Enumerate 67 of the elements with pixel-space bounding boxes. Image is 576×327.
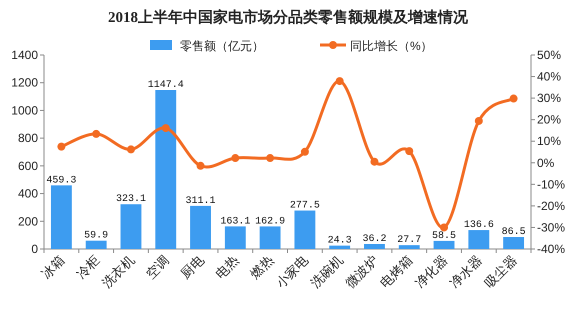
y-tick-label: 1000 <box>11 103 38 118</box>
bar <box>434 240 454 249</box>
point <box>370 158 378 166</box>
data-label: 86.5 <box>502 227 526 238</box>
x-tick-label: 电热 <box>212 252 242 282</box>
data-label: 459.3 <box>46 175 76 186</box>
y2-tick-label: -10% <box>537 177 566 192</box>
legend-label: 同比增长（%） <box>350 39 433 53</box>
point <box>405 147 414 156</box>
bar <box>155 90 176 249</box>
point <box>92 130 100 138</box>
y-tick-label: 600 <box>18 158 38 173</box>
data-label: 311.1 <box>186 196 216 207</box>
point <box>162 124 170 132</box>
point <box>510 94 518 103</box>
data-label: 163.1 <box>220 216 250 228</box>
bar <box>398 245 420 249</box>
y2-tick-label: 10% <box>537 134 562 148</box>
point <box>126 145 135 154</box>
y2-tick-label: 50% <box>537 48 562 62</box>
x-tick-label: 冰箱 <box>38 252 68 282</box>
y-tick-label: 0 <box>31 242 38 256</box>
data-label: 136.6 <box>464 220 494 232</box>
data-label: 1147.4 <box>148 80 184 92</box>
data-label: 36.2 <box>362 234 386 245</box>
bar <box>190 206 211 249</box>
bar <box>468 230 490 249</box>
y-tick-label: 1400 <box>11 48 38 62</box>
bar <box>224 226 246 249</box>
y2-tick-label: 30% <box>537 91 562 106</box>
data-label: 323.1 <box>116 194 146 206</box>
bar <box>50 185 72 249</box>
y2-tick-label: -30% <box>537 220 566 234</box>
y2-tick-label: -40% <box>537 242 566 256</box>
bar <box>86 240 107 249</box>
chart-title: 2018上半年中国家电市场分品类零售额规模及增速情况 <box>108 8 469 26</box>
point <box>474 116 483 125</box>
data-label: 27.7 <box>397 235 422 246</box>
bar <box>503 237 524 249</box>
y-tick-label: 200 <box>18 214 38 228</box>
y2-tick-label: 0% <box>537 156 555 170</box>
bar <box>294 210 316 249</box>
data-label: 59.9 <box>84 230 108 242</box>
y-tick-label: 400 <box>18 186 38 201</box>
y2-tick-label: 20% <box>537 112 562 127</box>
point <box>266 154 274 162</box>
bar <box>120 204 142 249</box>
legend-label: 零售额（亿元） <box>180 39 264 53</box>
point <box>336 77 344 86</box>
bar <box>364 244 385 249</box>
point <box>231 154 240 162</box>
point <box>57 142 66 151</box>
point <box>300 148 309 156</box>
x-tick-label: 厨电 <box>178 252 207 282</box>
y2-tick-label: -20% <box>537 198 566 213</box>
x-tick-label: 空调 <box>142 252 172 282</box>
data-label: 162.9 <box>255 216 286 228</box>
point <box>440 223 448 232</box>
y-tick-label: 1200 <box>11 76 38 90</box>
data-label: 24.3 <box>328 236 352 247</box>
y-tick-label: 800 <box>18 131 38 146</box>
data-label: 277.5 <box>290 200 320 212</box>
y2-tick-label: 40% <box>537 70 562 84</box>
data-label: 58.5 <box>432 230 456 242</box>
bar <box>260 226 281 249</box>
point <box>196 162 205 170</box>
bar <box>329 246 350 249</box>
